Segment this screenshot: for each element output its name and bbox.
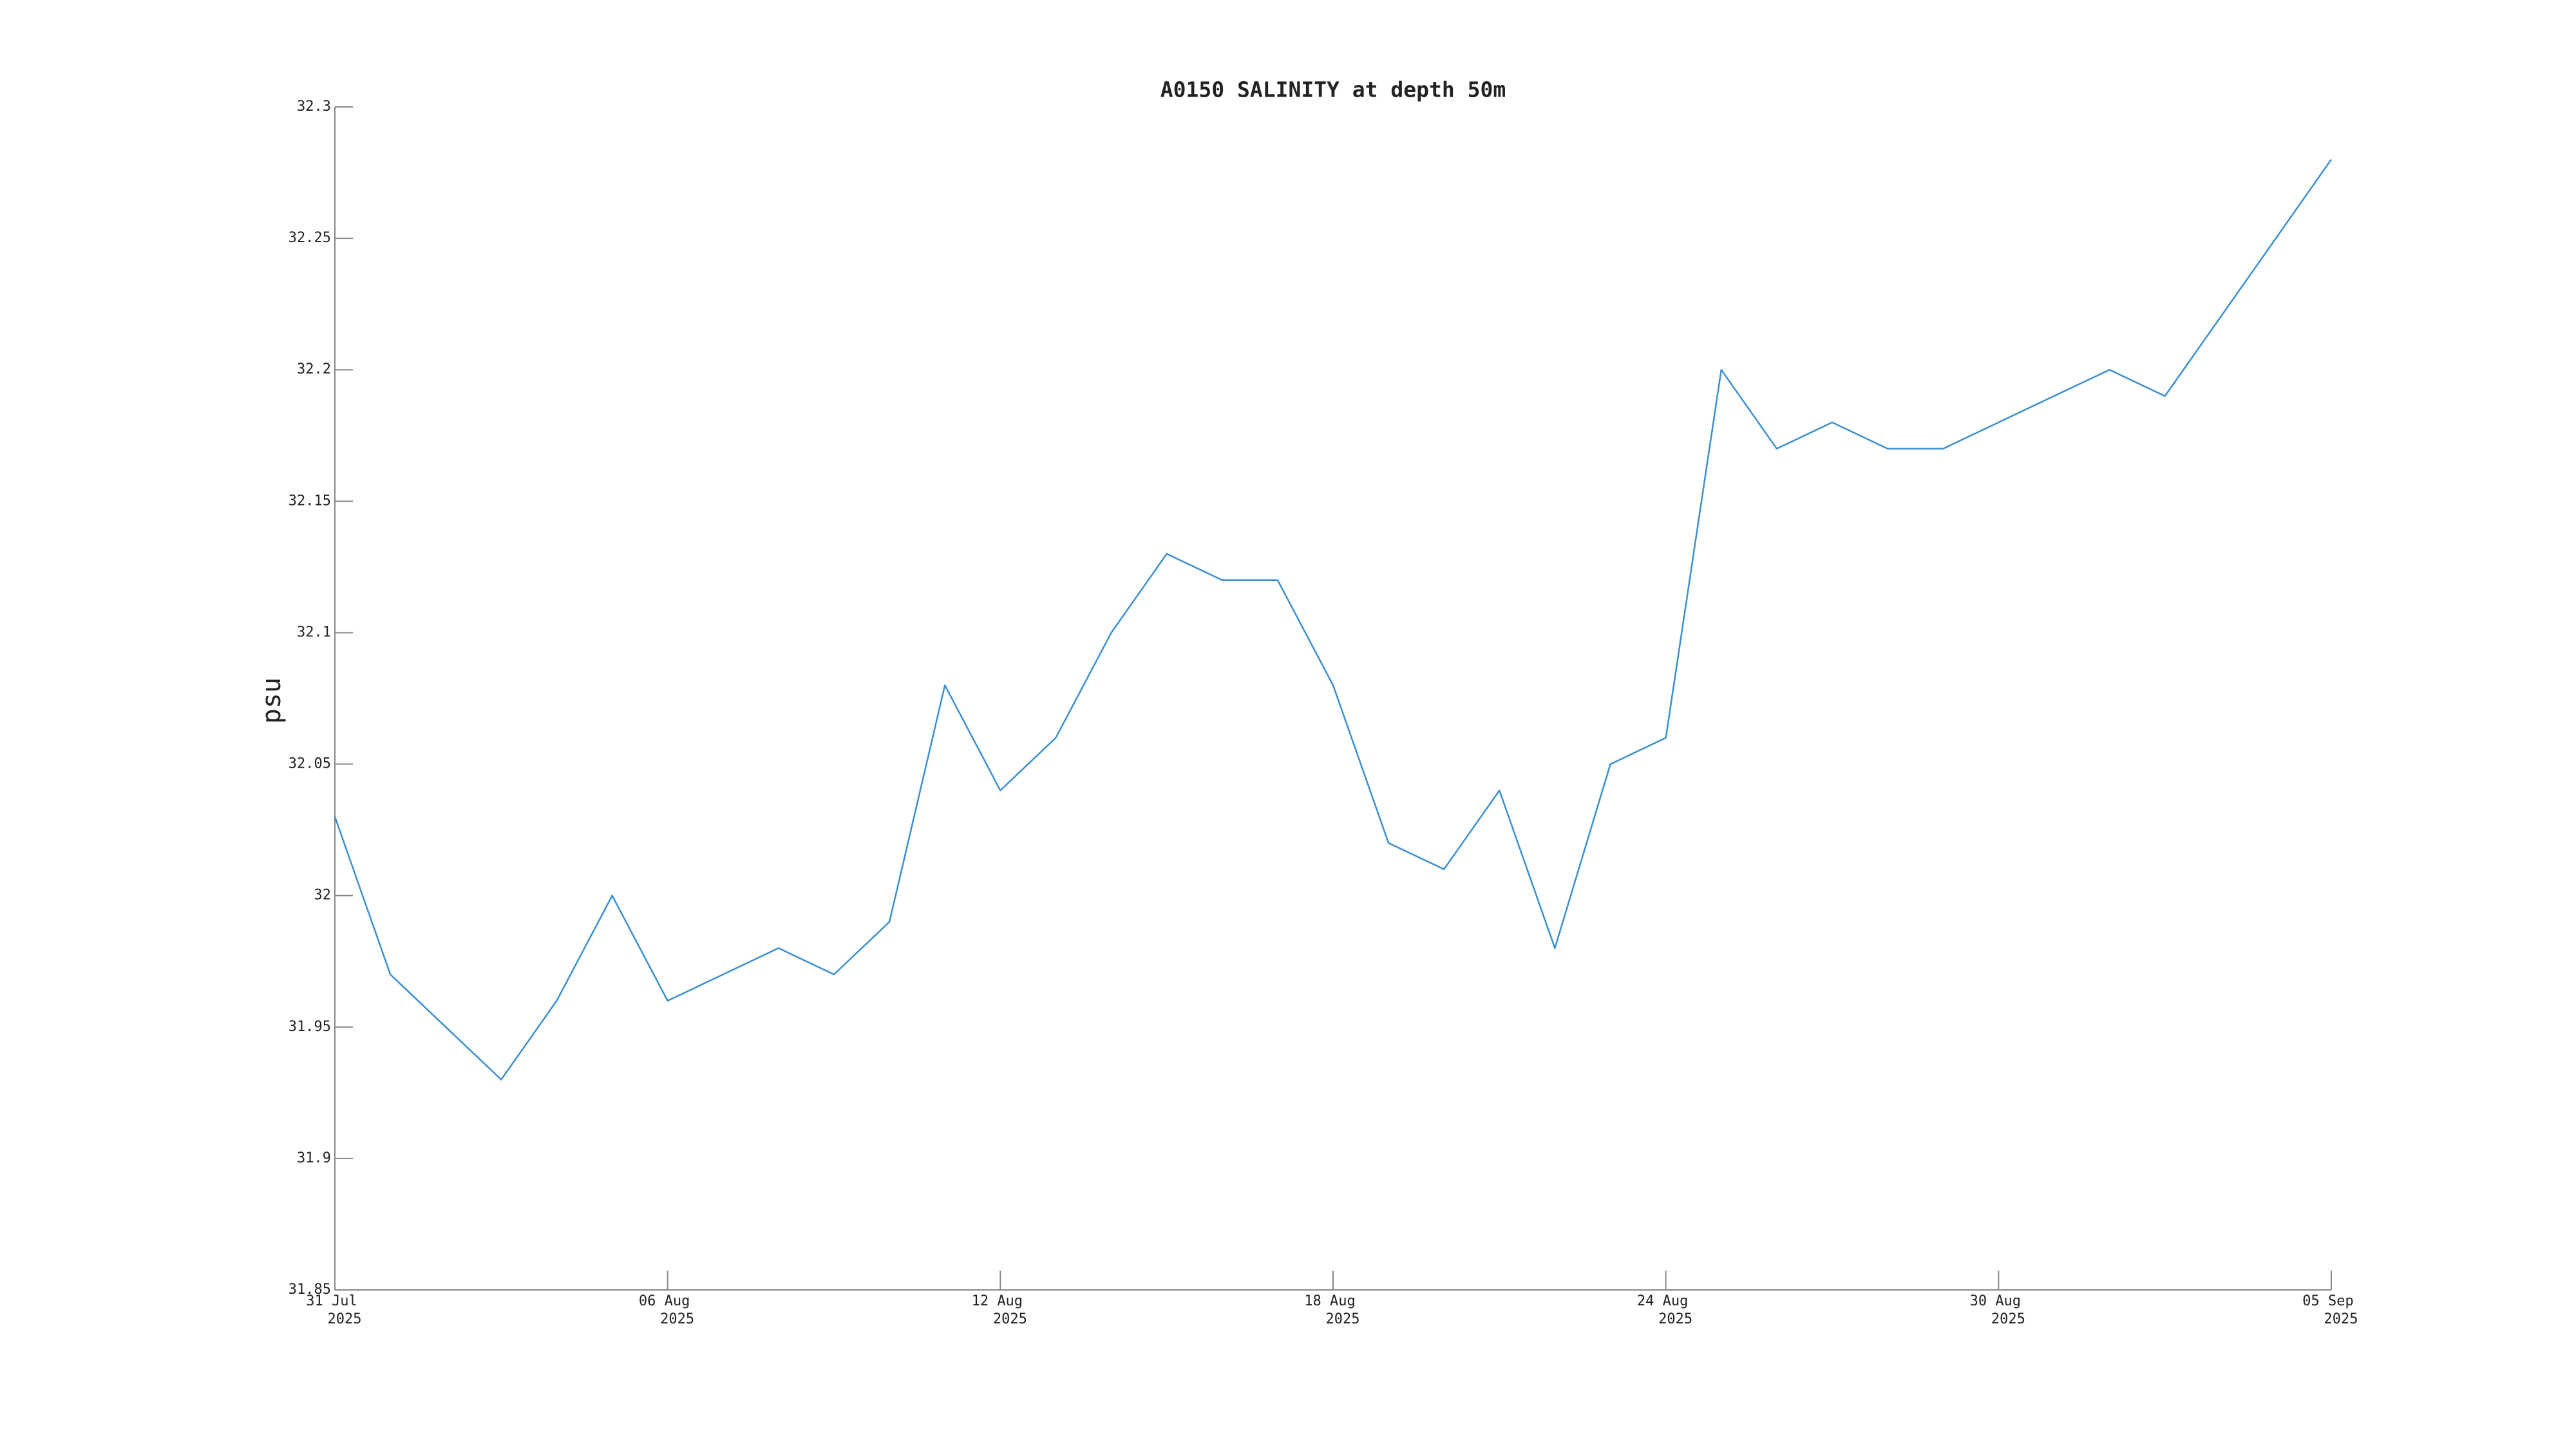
- y-tick-label: 32.25: [289, 230, 331, 246]
- y-tick-label: 31.95: [289, 1019, 331, 1035]
- x-tick-label: 12 Aug: [972, 1293, 1023, 1309]
- x-tick-label: 2025: [993, 1311, 1027, 1327]
- y-tick-label: 32: [314, 887, 332, 904]
- y-tick-label: 32.3: [297, 99, 331, 115]
- y-tick-label: 31.85: [289, 1282, 331, 1298]
- data-line: [334, 158, 2333, 1081]
- x-tick-label: 31 Jul: [306, 1293, 357, 1309]
- y-tick-label: 32.1: [297, 624, 331, 640]
- y-tick-label: 32.05: [289, 756, 331, 772]
- x-tick-label: 2025: [328, 1311, 362, 1327]
- x-tick-label: 05 Sep: [2302, 1293, 2353, 1309]
- y-tick-label: 31.9: [297, 1150, 331, 1166]
- x-tick-label: 2025: [1991, 1311, 2025, 1327]
- y-tick-label: 32.2: [297, 361, 331, 377]
- y-axis-label: psu: [257, 677, 287, 724]
- x-tick-label: 30 Aug: [1970, 1293, 2021, 1309]
- x-tick-label: 2025: [1326, 1311, 1360, 1327]
- x-tick-label: 06 Aug: [639, 1293, 690, 1309]
- x-tick-label: 2025: [660, 1311, 694, 1327]
- chart-title: A0150 SALINITY at depth 50m: [1160, 77, 1506, 102]
- y-tick-label: 32.15: [289, 493, 331, 509]
- x-tick-label: 24 Aug: [1637, 1293, 1688, 1309]
- x-tick-label: 2025: [2324, 1311, 2358, 1327]
- x-tick-label: 2025: [1658, 1311, 1692, 1327]
- x-tick-label: 18 Aug: [1304, 1293, 1355, 1309]
